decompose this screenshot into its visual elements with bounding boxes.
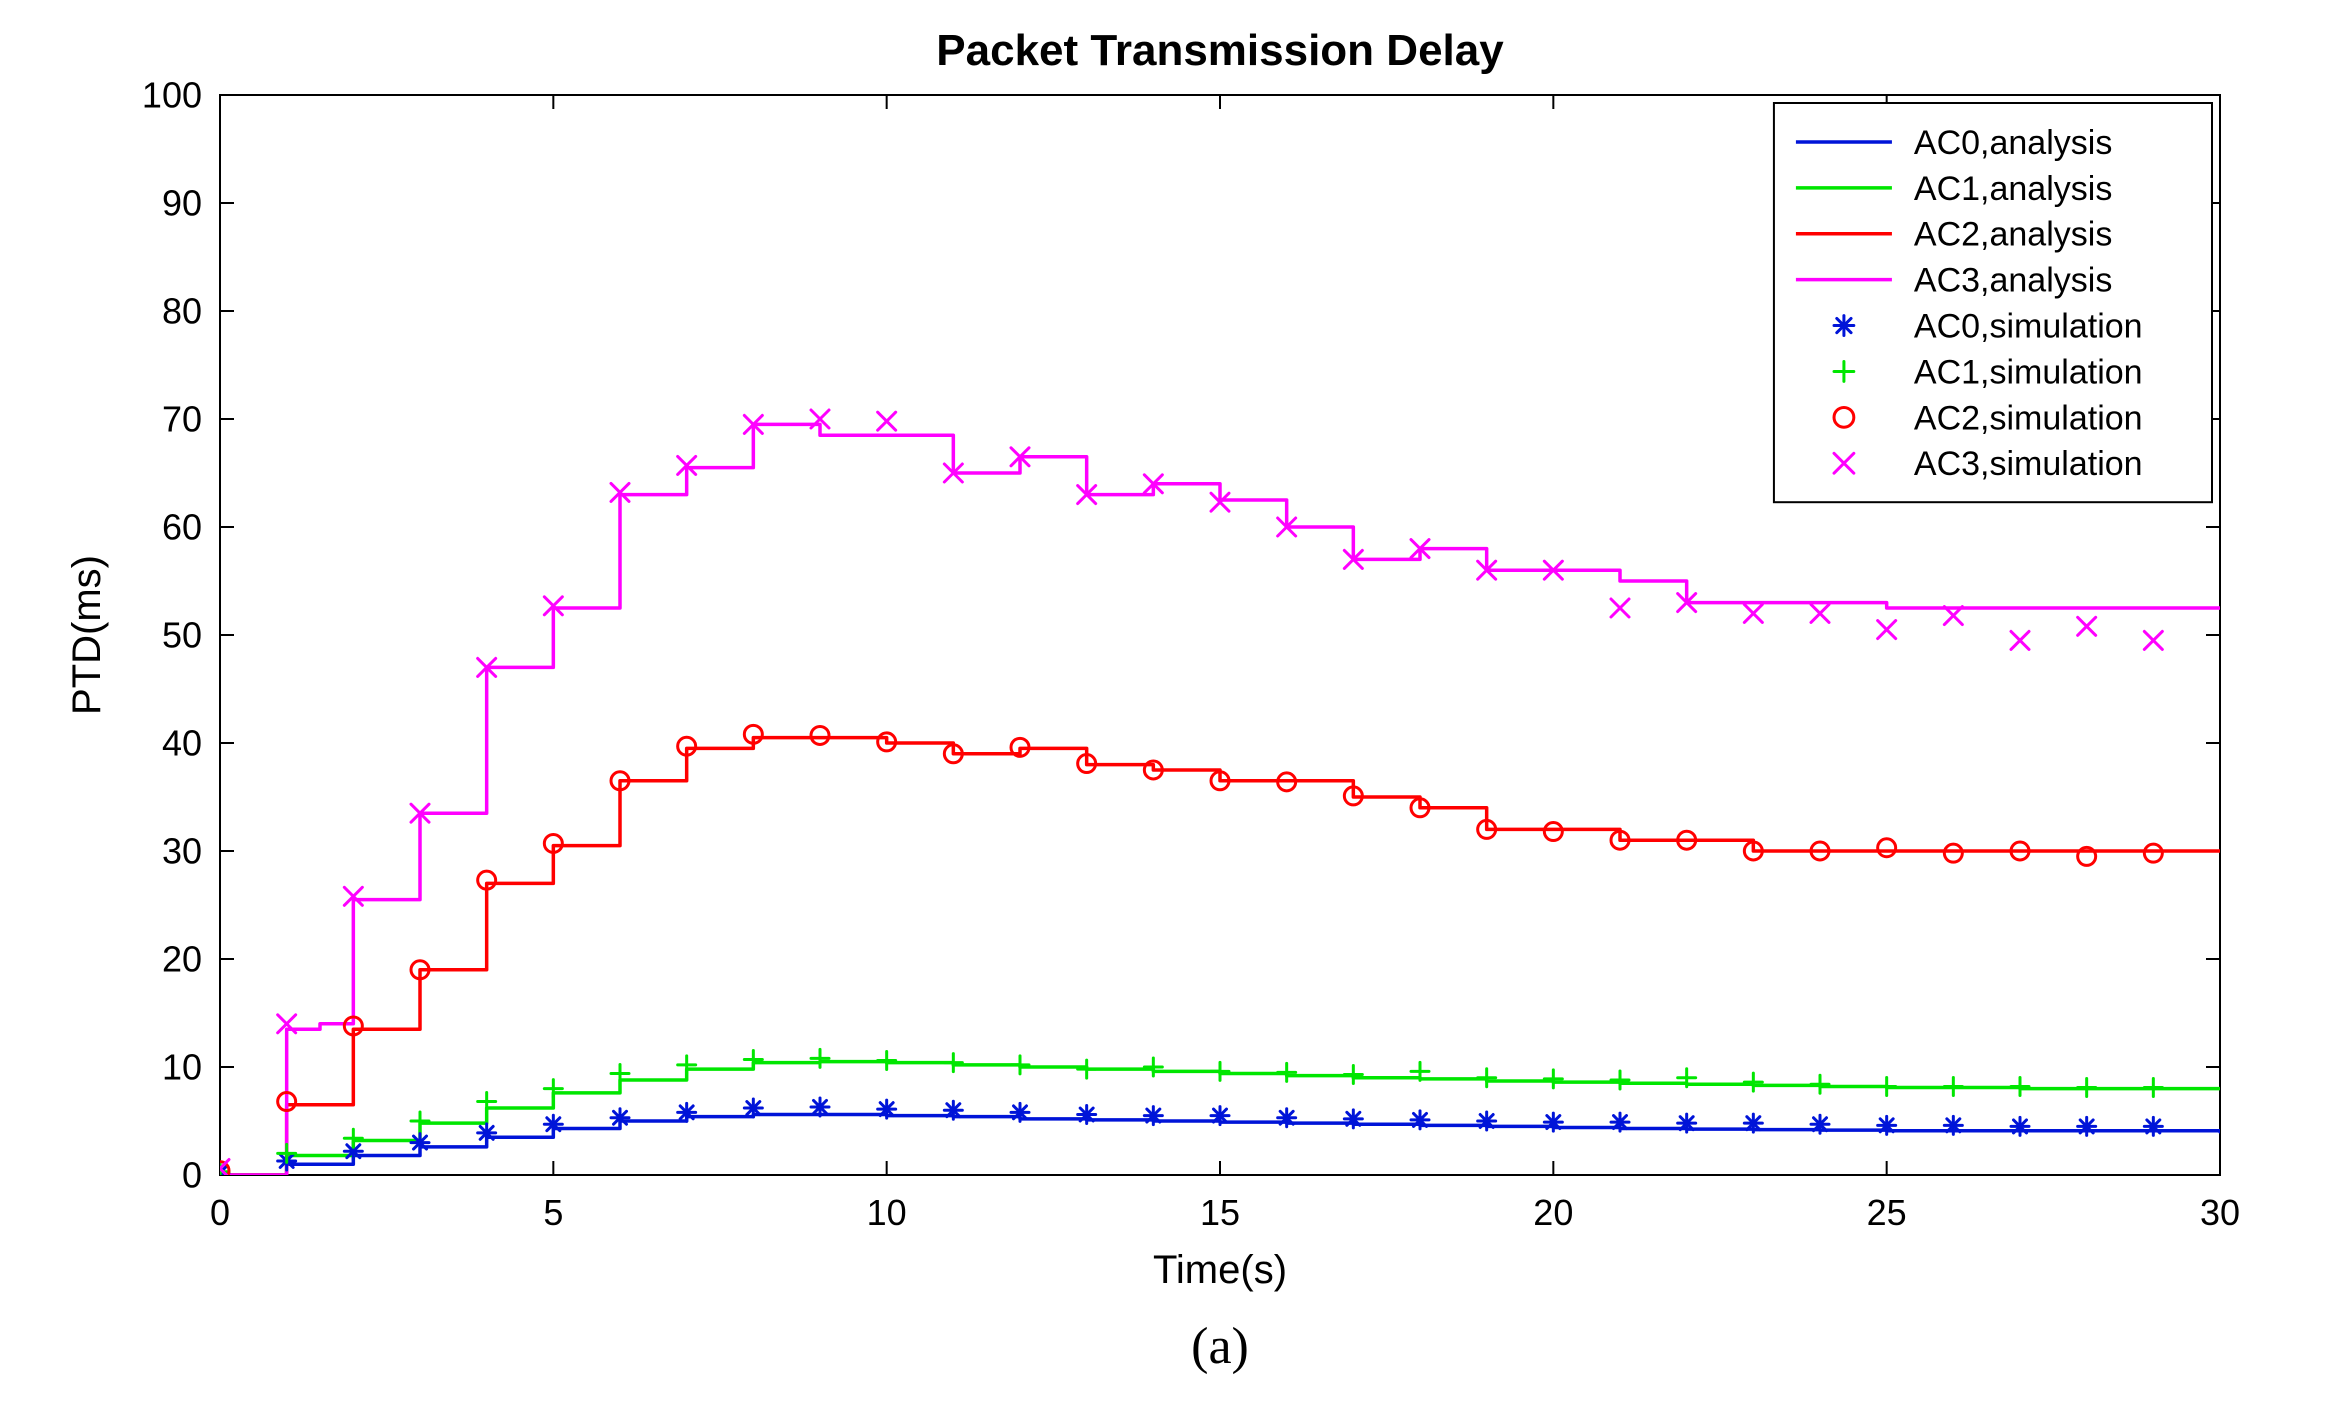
svg-text:10: 10 [162,1047,202,1088]
svg-text:AC1,analysis: AC1,analysis [1914,170,2112,208]
series-ac2_sim [211,725,2162,1179]
subplot-label: (a) [1191,1318,1249,1375]
legend: AC0,analysis AC1,analysis AC2,analysis AC3,… [1774,103,2212,502]
svg-text:AC2,simulation: AC2,simulation [1914,399,2143,437]
svg-text:80: 80 [162,291,202,332]
svg-text:15: 15 [1200,1192,1240,1233]
svg-text:100: 100 [142,75,202,116]
svg-text:AC0,simulation: AC0,simulation [1914,307,2143,345]
svg-text:70: 70 [162,399,202,440]
svg-text:AC1,simulation: AC1,simulation [1914,353,2143,391]
svg-text:AC3,analysis: AC3,analysis [1914,262,2112,300]
chart-container: Packet Transmission Delay 0 5 10 15 20 25 30 0 10… [0,0,2340,1414]
x-axis-label: Time(s) [1153,1248,1287,1292]
svg-text:5: 5 [543,1192,563,1233]
svg-text:20: 20 [1533,1192,1573,1233]
svg-text:0: 0 [182,1155,202,1196]
y-axis-label: PTD(ms) [65,555,109,715]
chart-svg: Packet Transmission Delay 0 5 10 15 20 25 30 0 10… [0,0,2340,1414]
svg-text:30: 30 [2200,1192,2240,1233]
svg-text:AC3,simulation: AC3,simulation [1914,445,2143,483]
chart-title: Packet Transmission Delay [936,26,1504,75]
svg-text:50: 50 [162,615,202,656]
series-ac1_sim [211,1049,2162,1180]
svg-text:40: 40 [162,723,202,764]
svg-text:30: 30 [162,831,202,872]
svg-text:AC0,analysis: AC0,analysis [1914,124,2112,162]
svg-text:10: 10 [867,1192,907,1233]
svg-text:20: 20 [162,939,202,980]
series-group [211,410,2220,1182]
series-ac3_sim [211,410,2162,1178]
series-ac0_sim [211,1098,2162,1182]
svg-text:90: 90 [162,183,202,224]
svg-text:AC2,analysis: AC2,analysis [1914,216,2112,254]
svg-text:60: 60 [162,507,202,548]
svg-text:0: 0 [210,1192,230,1233]
svg-text:25: 25 [1867,1192,1907,1233]
